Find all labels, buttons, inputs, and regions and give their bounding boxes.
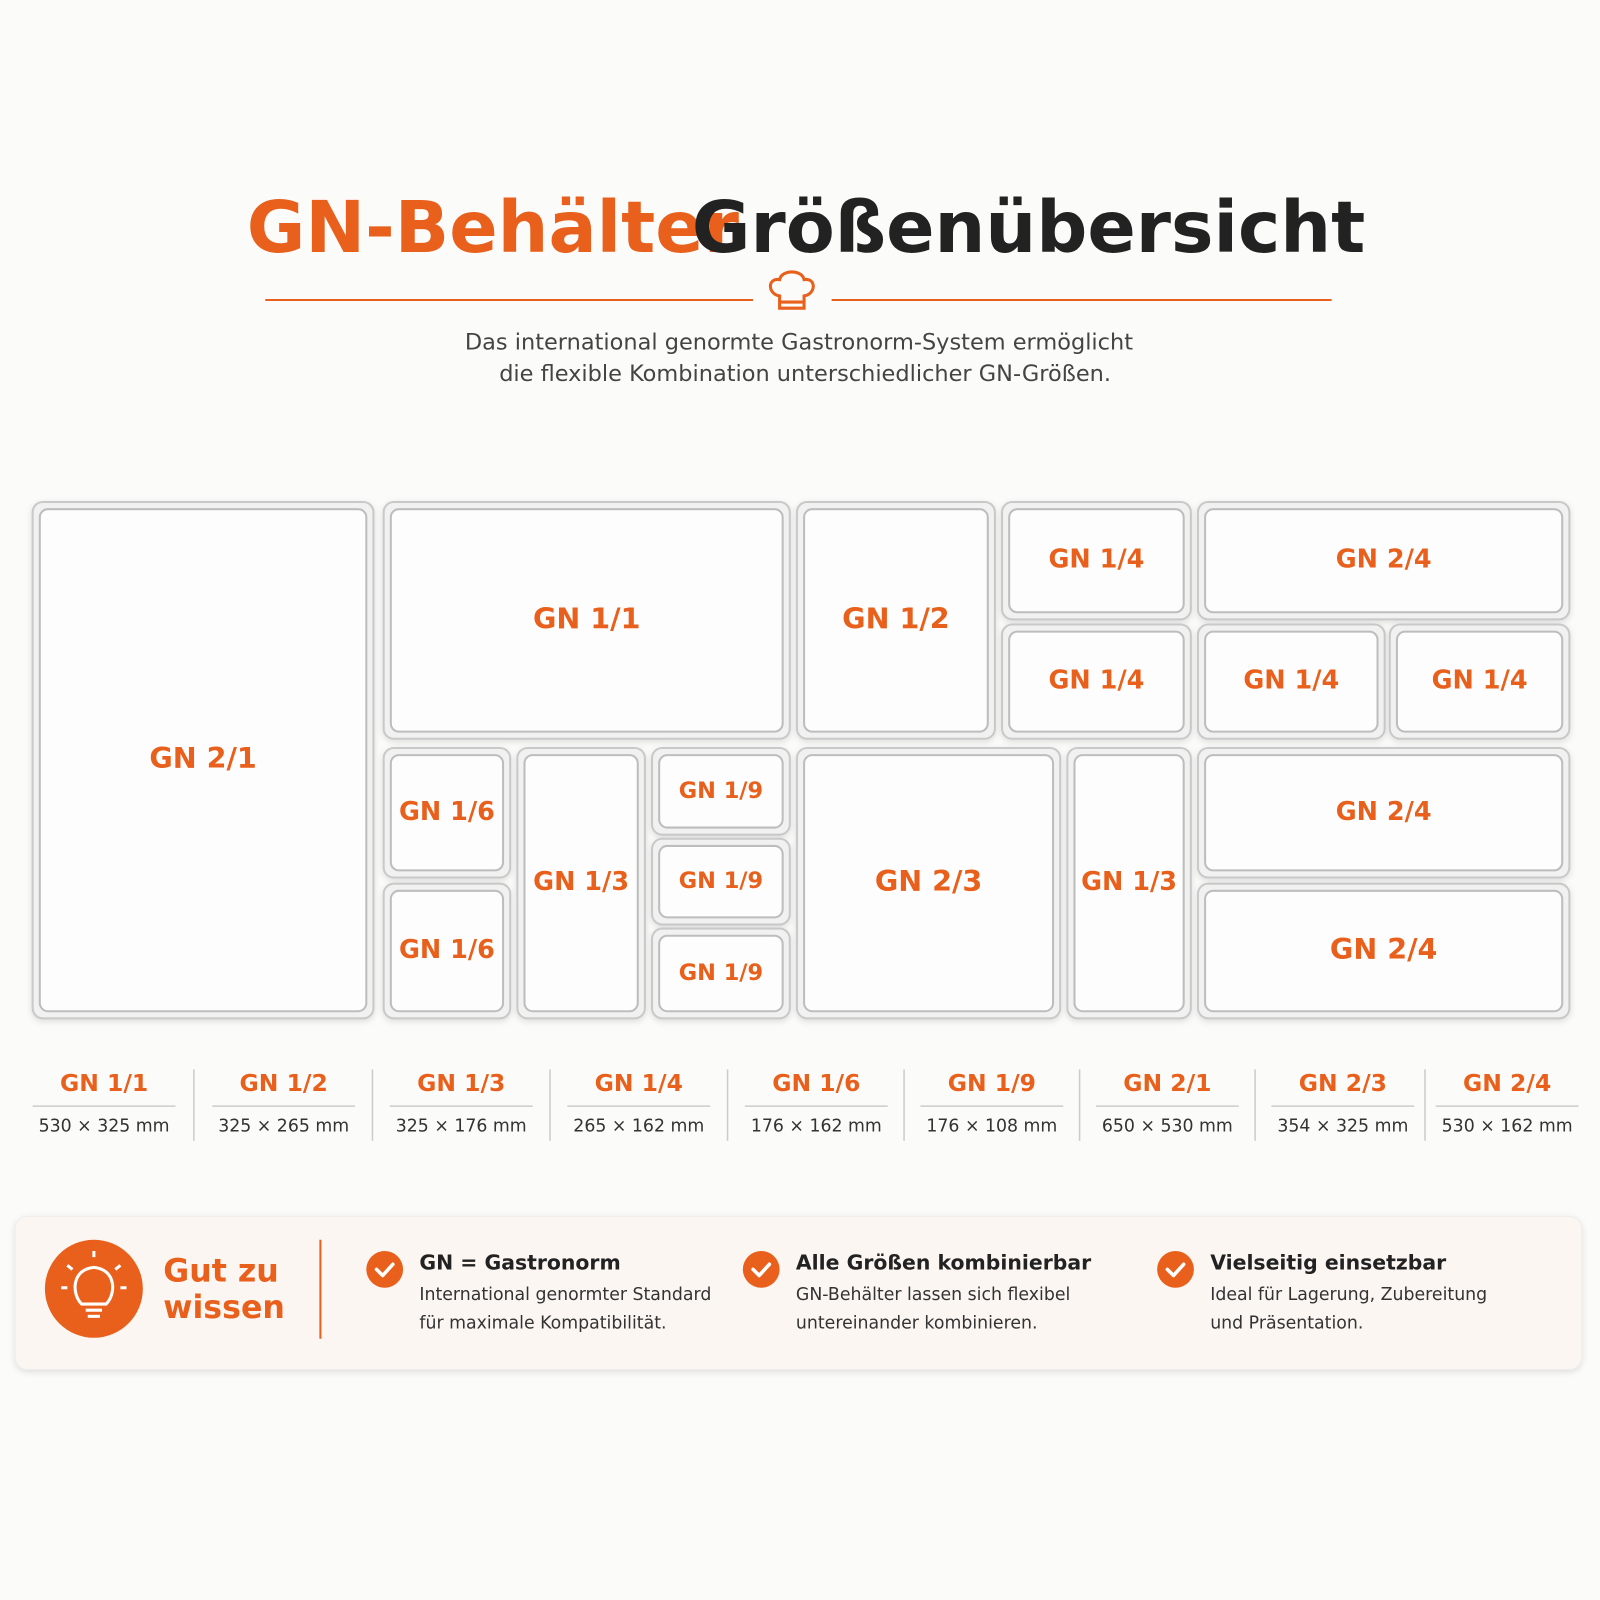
size-dims: 354 × 325 mm	[1277, 1117, 1408, 1137]
size-dims: 530 × 325 mm	[39, 1117, 170, 1137]
container-grid: GN 2/1 GN 1/1 GN 1/2 GN 1/4 GN 2/4 GN 1/4 GN 1…	[31, 501, 1571, 1020]
container-tray	[1008, 508, 1185, 614]
item-title: Alle Größen kombinierbar	[796, 1250, 1091, 1274]
container-label: GN 1/6	[399, 935, 495, 965]
check-icon	[1157, 1251, 1194, 1288]
bulb-icon	[44, 1239, 143, 1338]
container-tray	[803, 508, 989, 733]
container-label: GN 1/4	[1048, 666, 1144, 696]
container-tray	[1204, 508, 1564, 614]
info-title: Gut zu	[163, 1253, 279, 1289]
container-tray	[1395, 630, 1564, 733]
container-tray	[1073, 754, 1185, 1013]
container-tray	[1008, 630, 1185, 733]
container-tray	[523, 754, 639, 1013]
container-tray	[1204, 754, 1564, 872]
container-tray	[1204, 630, 1379, 733]
item-text: untereinander kombinieren.	[796, 1313, 1038, 1333]
container-label: GN 2/4	[1336, 797, 1432, 827]
item-text: Ideal für Lagerung, Zubereitung	[1210, 1285, 1487, 1305]
size-name: GN 2/3	[1299, 1069, 1387, 1097]
size-dims: 325 × 176 mm	[396, 1117, 527, 1137]
chef-hat-icon	[768, 270, 815, 310]
size-name: GN 1/3	[417, 1069, 505, 1097]
container-tray	[658, 754, 784, 829]
check-icon	[366, 1251, 404, 1288]
size-name: GN 1/1	[60, 1069, 148, 1097]
info-box	[14, 1215, 1583, 1370]
size-dims: 265 × 162 mm	[573, 1117, 704, 1137]
size-name: GN 2/1	[1123, 1069, 1211, 1097]
container-label: GN 1/9	[679, 778, 763, 804]
size-name: GN 1/2	[240, 1069, 328, 1097]
container-tray	[658, 844, 784, 919]
container-tray	[389, 889, 505, 1013]
container-label: GN 1/4	[1048, 545, 1144, 575]
bulb-glyph	[61, 1251, 127, 1318]
title-dark: Größenübersicht	[692, 186, 1365, 269]
size-dims: 176 × 108 mm	[926, 1117, 1057, 1137]
item-text: und Präsentation.	[1210, 1313, 1363, 1333]
title-orange: GN-Behälter	[247, 186, 739, 269]
container-tray	[803, 754, 1055, 1013]
size-dims: 176 × 162 mm	[751, 1117, 882, 1137]
container-label: GN 1/4	[1243, 666, 1339, 696]
container-label: GN 1/3	[533, 867, 629, 897]
size-dims: 530 × 162 mm	[1442, 1117, 1573, 1137]
container-label: GN 1/2	[842, 601, 949, 635]
container-tray	[658, 934, 784, 1013]
check-mark	[374, 1262, 395, 1278]
container-label: GN 2/1	[149, 741, 256, 775]
size-name: GN 1/9	[948, 1069, 1036, 1097]
item-text: für maximale Kompatibilität.	[419, 1313, 666, 1333]
check-mark	[1165, 1262, 1186, 1278]
container-label: GN 1/1	[533, 601, 640, 635]
check-icon	[742, 1251, 780, 1288]
item-title: Vielseitig einsetzbar	[1210, 1250, 1446, 1274]
size-table: GN 1/1 530 × 325 mm GN 1/2 325 × 265 mm GN 1…	[32, 1069, 1579, 1141]
container-tray	[389, 754, 505, 872]
size-name: GN 1/6	[772, 1069, 860, 1097]
container-label: GN 1/9	[679, 868, 763, 894]
container-label: GN 1/4	[1432, 666, 1528, 696]
size-name: GN 2/4	[1463, 1069, 1551, 1097]
container-tray	[1204, 889, 1564, 1013]
item-text: GN-Behälter lassen sich flexibel	[796, 1285, 1070, 1305]
size-name: GN 1/4	[595, 1069, 683, 1097]
container-tray	[389, 508, 784, 733]
container-label: GN 2/4	[1330, 932, 1437, 966]
container-label: GN 1/6	[399, 797, 495, 827]
subtitle: die flexible Kombination unterschiedlich…	[499, 361, 1111, 387]
check-mark	[751, 1262, 772, 1278]
size-dims: 325 × 265 mm	[218, 1117, 349, 1137]
container-tray	[38, 508, 368, 1013]
container-label: GN 2/4	[1336, 545, 1432, 575]
info-title: wissen	[163, 1290, 285, 1326]
item-title: GN = Gastronorm	[419, 1250, 620, 1274]
container-label: GN 1/9	[679, 960, 763, 986]
container-label: GN 2/3	[875, 864, 982, 898]
subtitle: Das international genormte Gastronorm-Sy…	[465, 329, 1133, 355]
container-label: GN 1/3	[1081, 867, 1177, 897]
item-text: International genormter Standard	[419, 1285, 711, 1305]
info-items: GN = Gastronorm International genormter S…	[366, 1250, 1487, 1333]
size-dims: 650 × 530 mm	[1102, 1117, 1233, 1137]
